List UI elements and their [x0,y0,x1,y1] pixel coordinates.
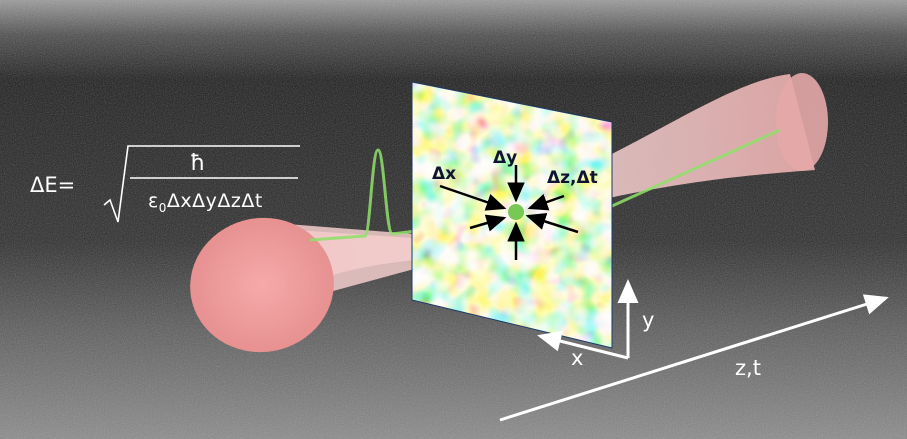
label-axis-y: y [642,308,655,332]
formula-denominator: ε0ΔxΔyΔzΔt [148,190,263,215]
axis-x-arrow [537,330,629,360]
label-delta-z-t: Δz,Δt [547,168,598,188]
right-beam-mouth [776,73,828,171]
formula-deltas: ΔxΔyΔzΔt [166,190,263,212]
right-beam-cone [600,74,815,200]
formula-numerator: ħ [190,151,206,176]
center-spot [508,204,524,220]
formula-epsilon-subscript: 0 [158,200,167,215]
delta-z-arrow-bottom [469,214,507,232]
formula-epsilon: ε [148,190,159,212]
sqrt-sign [103,145,300,223]
field-panel [412,82,612,348]
delta-z-arrow-top [527,193,565,211]
label-axis-x: x [571,346,584,370]
formula-lhs: ΔE= [30,173,76,197]
label-axis-zt: z,t [735,356,761,380]
label-delta-x: Δx [432,164,457,184]
left-beam-mouth [190,217,334,353]
label-delta-y: Δy [493,148,518,168]
field-panel-border [411,81,613,349]
delta-x-arrow-left [439,184,507,211]
delta-x-arrow-right [525,212,579,234]
pulse-trace [309,128,781,242]
axis-zt-arrow [499,294,889,422]
